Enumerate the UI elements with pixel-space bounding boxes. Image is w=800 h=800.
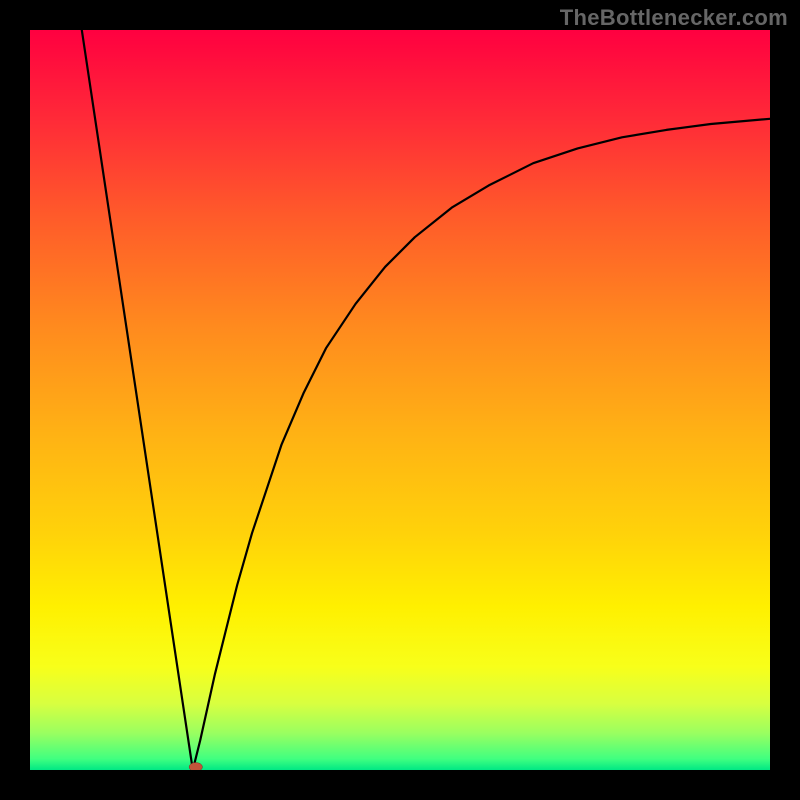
bottleneck-chart <box>0 0 800 800</box>
chart-container: TheBottlenecker.com <box>0 0 800 800</box>
plot-background <box>30 30 770 770</box>
